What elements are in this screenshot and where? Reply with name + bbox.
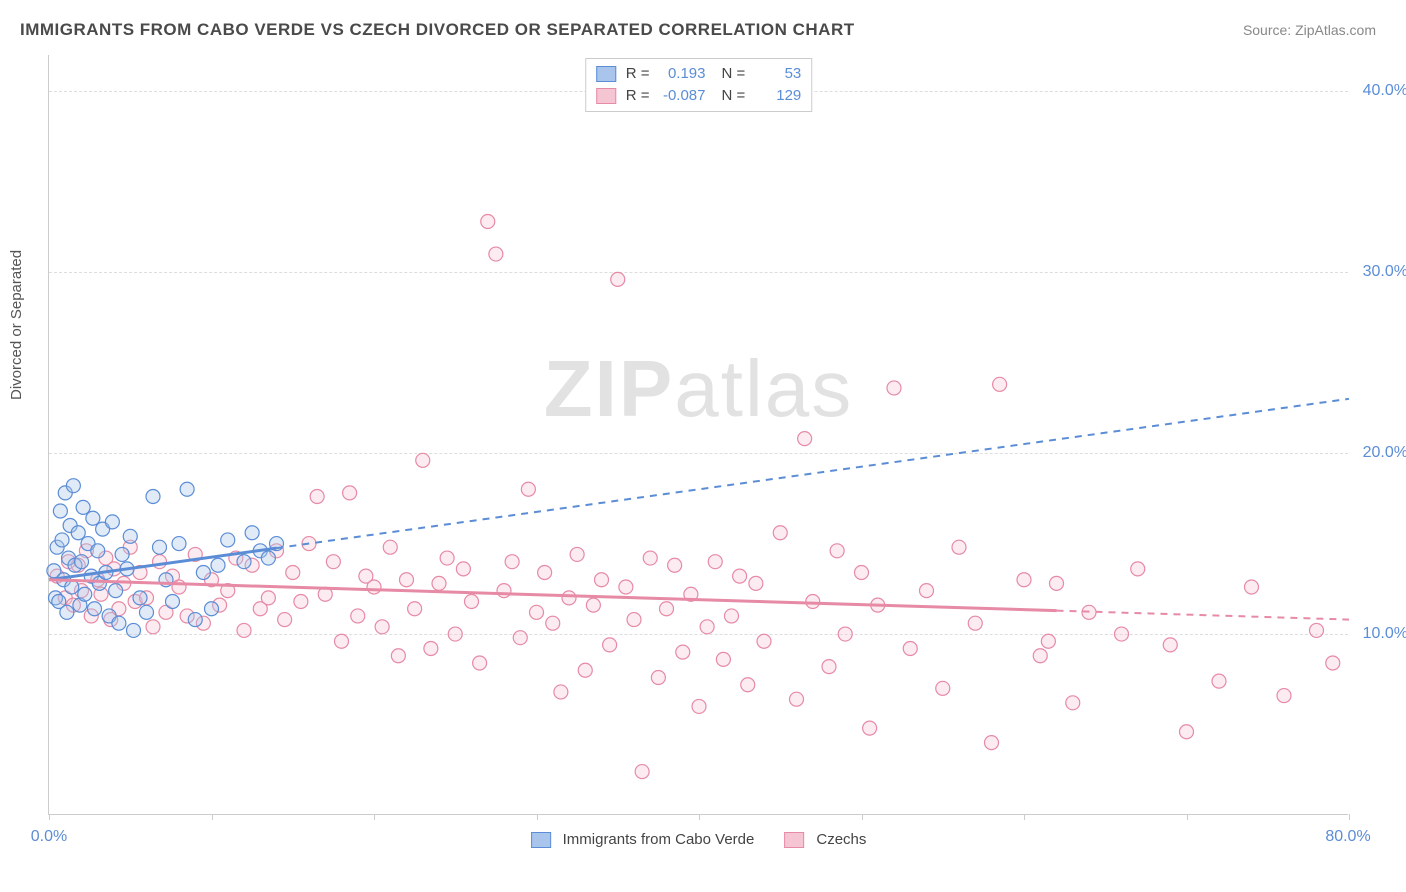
r-label-1: R = [626,63,650,85]
n-label-1: N = [722,63,746,85]
swatch-bottom-2 [784,832,804,848]
y-tick-label: 30.0% [1363,263,1406,281]
chart-area: ZIPatlas 10.0%20.0%30.0%40.0% R = 0.193 … [48,55,1348,815]
legend-stats-row-2: R = -0.087 N = 129 [596,85,802,107]
x-tick [212,814,213,820]
legend-series: Immigrants from Cabo Verde Czechs [531,831,867,848]
legend-item-1: Immigrants from Cabo Verde [531,831,755,848]
n-label-2: N = [722,85,746,107]
legend-stats-row-1: R = 0.193 N = 53 [596,63,802,85]
scatter-plot [49,55,1348,814]
source-label: Source: ZipAtlas.com [1243,22,1376,38]
x-tick [1187,814,1188,820]
x-tick [49,814,50,820]
x-tick [1349,814,1350,820]
series-name-1: Immigrants from Cabo Verde [563,831,755,848]
r-value-1: 0.193 [656,63,706,85]
x-tick-label-min: 0.0% [31,828,67,846]
y-tick-label: 20.0% [1363,444,1406,462]
x-tick [374,814,375,820]
x-tick [537,814,538,820]
x-tick [1024,814,1025,820]
y-tick-label: 40.0% [1363,82,1406,100]
y-axis-label: Divorced or Separated [8,250,25,400]
series-name-2: Czechs [816,831,866,848]
r-value-2: -0.087 [656,85,706,107]
n-value-2: 129 [751,85,801,107]
legend-stats: R = 0.193 N = 53 R = -0.087 N = 129 [585,58,813,112]
x-tick [699,814,700,820]
n-value-1: 53 [751,63,801,85]
swatch-series-1 [596,66,616,82]
y-tick-label: 10.0% [1363,625,1406,643]
swatch-series-2 [596,88,616,104]
x-tick [862,814,863,820]
chart-title: IMMIGRANTS FROM CABO VERDE VS CZECH DIVO… [20,20,855,40]
legend-item-2: Czechs [784,831,866,848]
x-tick-label-max: 80.0% [1325,828,1370,846]
swatch-bottom-1 [531,832,551,848]
r-label-2: R = [626,85,650,107]
